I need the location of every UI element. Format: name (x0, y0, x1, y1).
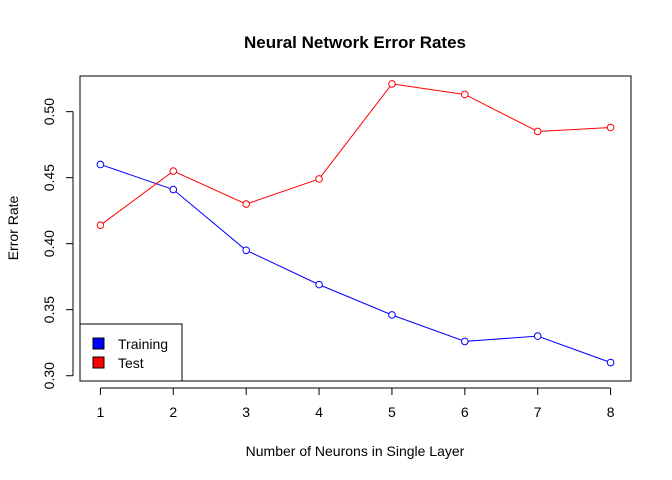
test-point (96, 221, 105, 229)
y-axis: 0.30 0.35 0.40 0.45 0.50 (41, 98, 74, 389)
test-point (461, 90, 469, 99)
x-axis-label: Number of Neurons in Single Layer (246, 443, 465, 459)
chart-title: Neural Network Error Rates (244, 33, 466, 52)
x-tick-label: 8 (607, 404, 615, 420)
training-point (169, 185, 178, 194)
training-point (533, 332, 542, 340)
y-tick-label: 0.35 (41, 296, 57, 323)
test-legend-swatch (92, 356, 105, 369)
test-point (169, 167, 178, 175)
training-point (606, 358, 615, 367)
legend: Training Test (79, 323, 183, 382)
series-layer (96, 80, 615, 367)
test-series-line (100, 83, 611, 226)
test-point (242, 200, 250, 208)
x-tick-label: 2 (169, 404, 177, 420)
training-point (242, 246, 250, 255)
x-tick-label: 6 (461, 404, 469, 420)
y-axis-label: Error Rate (5, 196, 21, 261)
training-legend-swatch (92, 337, 105, 350)
training-point (461, 337, 469, 346)
legend-box (79, 323, 183, 382)
training-point (388, 311, 396, 319)
training-legend-label: Training (118, 336, 168, 352)
x-tick-label: 7 (534, 404, 542, 420)
x-axis: 1 2 3 4 5 6 7 8 (97, 387, 615, 420)
y-tick-label: 0.45 (41, 164, 57, 191)
x-tick-label: 1 (97, 404, 105, 420)
test-point (315, 175, 323, 183)
plot-frame (79, 75, 632, 382)
training-series-line (100, 163, 611, 363)
y-tick-label: 0.50 (41, 98, 57, 125)
test-point (606, 123, 615, 132)
training-point (315, 280, 323, 289)
x-tick-label: 5 (388, 404, 396, 420)
test-point (533, 127, 542, 136)
test-legend-label: Test (118, 355, 144, 371)
training-point (96, 160, 105, 169)
y-tick-label: 0.40 (41, 230, 57, 257)
y-tick-label: 0.30 (41, 362, 57, 389)
x-tick-label: 3 (242, 404, 250, 420)
test-point (388, 80, 396, 88)
x-tick-label: 4 (315, 404, 323, 420)
